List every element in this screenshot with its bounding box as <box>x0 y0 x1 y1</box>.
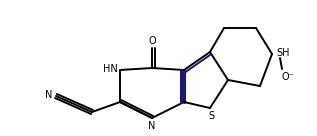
Text: HN: HN <box>103 64 118 74</box>
Text: S: S <box>208 111 214 121</box>
Text: N: N <box>45 90 52 100</box>
Text: O: O <box>148 36 156 46</box>
Text: N: N <box>148 121 156 131</box>
Text: SH: SH <box>276 48 289 58</box>
Text: O⁻: O⁻ <box>282 72 295 82</box>
